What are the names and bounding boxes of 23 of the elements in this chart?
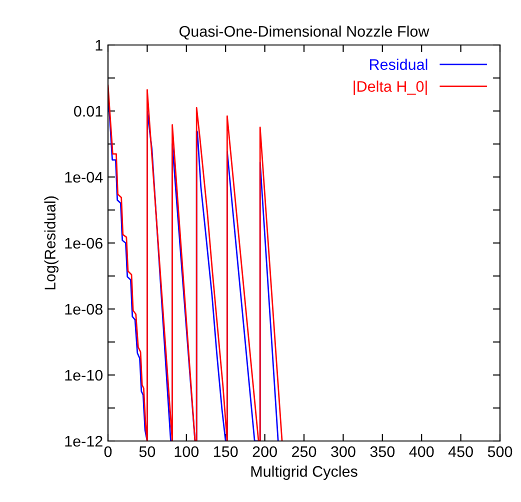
y-tick-label: 1 — [96, 40, 102, 51]
y-axis-title: Log(Residual) — [44, 196, 59, 290]
x-tick-label: 250 — [292, 446, 316, 458]
y-tick-label: 1e-10 — [65, 370, 103, 381]
x-tick-label: 350 — [370, 446, 395, 458]
y-tick-label: 1e-12 — [65, 436, 102, 447]
y-tick-label: 1e-04 — [65, 172, 103, 183]
y-tick-label: 1e-08 — [65, 304, 102, 315]
x-tick-label: 150 — [214, 446, 238, 458]
x-tick-label: 500 — [488, 446, 512, 458]
x-tick-label: 450 — [448, 446, 473, 458]
x-axis-title: Multigrid Cycles — [251, 466, 358, 480]
x-tick-label: 200 — [252, 446, 277, 458]
x-tick-label: 100 — [174, 446, 199, 458]
legend-label: |Delta H_0| — [354, 80, 427, 95]
x-tick-label: 50 — [139, 446, 156, 458]
x-tick-label: 400 — [409, 446, 434, 458]
legend-label: Residual — [370, 58, 428, 70]
chart-title: Quasi-One-Dimensional Nozzle Flow — [179, 26, 430, 40]
y-tick-label: 0.01 — [74, 106, 102, 117]
x-tick-label: 0 — [104, 446, 112, 458]
x-tick-label: 300 — [331, 446, 356, 458]
y-tick-label: 1e-06 — [65, 238, 102, 249]
